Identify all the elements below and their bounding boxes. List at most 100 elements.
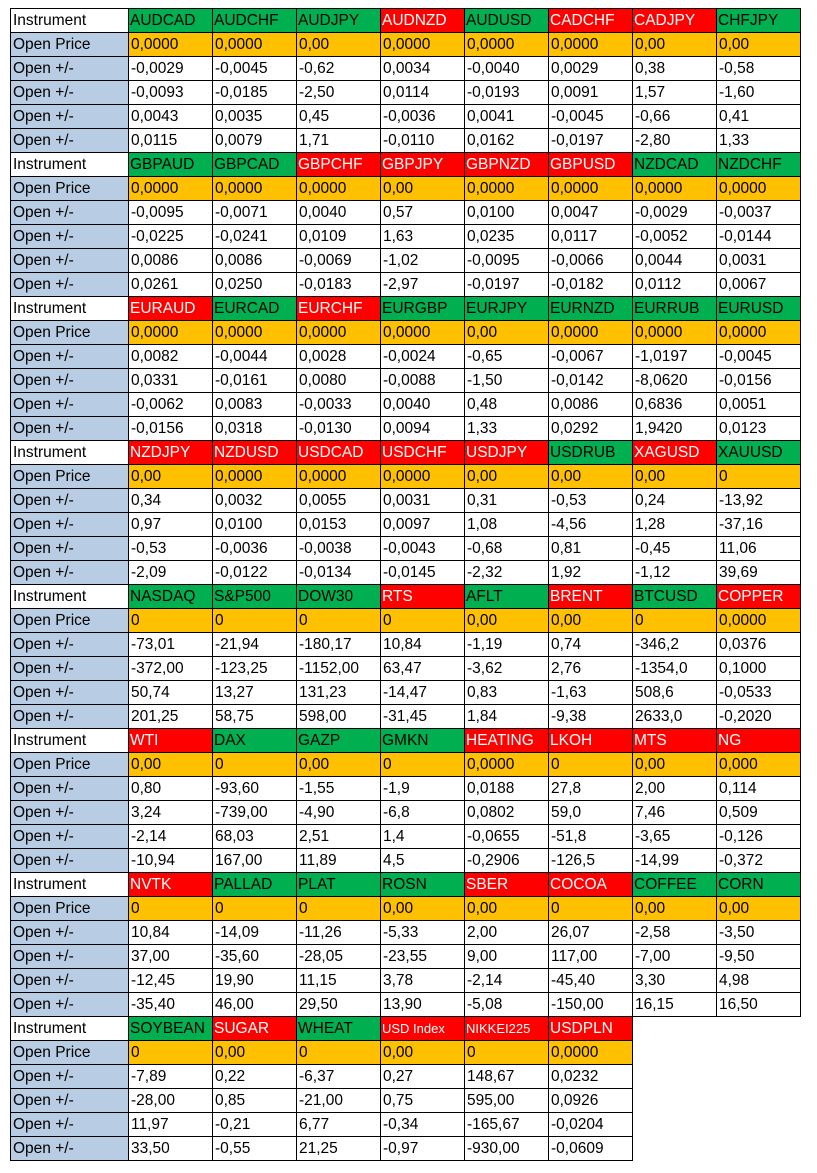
value-cell: -0,0609 bbox=[548, 1136, 633, 1161]
value-cell: 1,63 bbox=[380, 224, 465, 249]
value-cell: -5,08 bbox=[464, 992, 549, 1017]
instrument-cell: USDRUB bbox=[548, 440, 633, 465]
value-cell: 4,98 bbox=[716, 968, 801, 993]
value-cell: -0,0142 bbox=[548, 368, 633, 393]
value-cell: 1,57 bbox=[632, 80, 717, 105]
row-label: Open +/- bbox=[10, 656, 129, 681]
value-cell: 0,00 bbox=[632, 896, 717, 921]
value-cell: 1,84 bbox=[464, 704, 549, 729]
data-row: Open +/- 10,84 -14,09 -11,26 -5,33 2,00 26,07-… bbox=[10, 920, 801, 945]
value-cell: 0,00 bbox=[296, 32, 381, 57]
value-cell: 0,0000 bbox=[380, 32, 465, 57]
value-cell: -0,0130 bbox=[296, 416, 381, 441]
value-cell: 0,0802 bbox=[464, 800, 549, 825]
value-cell: 508,6 bbox=[632, 680, 717, 705]
data-row: Open +/- -372,00 -123,25 -1152,00 63,47 -3,62… bbox=[10, 656, 801, 681]
row-label: Open +/- bbox=[10, 800, 129, 825]
value-cell: -0,0062 bbox=[128, 392, 213, 417]
value-cell: -126,5 bbox=[548, 848, 633, 873]
value-cell: -73,01 bbox=[128, 632, 213, 657]
value-cell: 0,0031 bbox=[716, 248, 801, 273]
instrument-cell: EURJPY bbox=[464, 296, 549, 321]
instrument-cell: COPPER bbox=[716, 584, 801, 609]
value-cell: 0,00 bbox=[464, 608, 549, 633]
value-cell: 0,57 bbox=[380, 200, 465, 225]
row-label: Open +/- bbox=[10, 560, 129, 585]
value-cell: 1,92 bbox=[548, 560, 633, 585]
value-cell: -0,55 bbox=[212, 1136, 297, 1161]
value-cell: -0,0033 bbox=[296, 392, 381, 417]
value-cell: 0,0000 bbox=[548, 32, 633, 57]
header-label: Instrument bbox=[10, 296, 129, 321]
value-cell: 46,00 bbox=[212, 992, 297, 1017]
value-cell: 27,8 bbox=[548, 776, 633, 801]
instrument-cell: LKOH bbox=[548, 728, 633, 753]
instrument-cell: NZDUSD bbox=[212, 440, 297, 465]
value-cell: 167,00 bbox=[212, 848, 297, 873]
row-label: Open +/- bbox=[10, 104, 129, 129]
row-label: Open +/- bbox=[10, 1088, 129, 1113]
instrument-cell: XAGUSD bbox=[632, 440, 717, 465]
instrument-cell: USD Index bbox=[380, 1016, 465, 1041]
value-cell: -0,68 bbox=[464, 536, 549, 561]
row-label: Open +/- bbox=[10, 80, 129, 105]
value-cell: 0,00 bbox=[548, 464, 633, 489]
value-cell: 6,77 bbox=[296, 1112, 381, 1137]
row-label: Open Price bbox=[10, 32, 129, 57]
data-row: Open +/- 0,97 0,0100 0,0153 0,0097 1,08 -4,56 1… bbox=[10, 512, 801, 537]
instrument-cell: WHEAT bbox=[296, 1016, 381, 1041]
value-cell: 0,0055 bbox=[296, 488, 381, 513]
instrument-cell: GAZP bbox=[296, 728, 381, 753]
value-cell: -1152,00 bbox=[296, 656, 381, 681]
instrument-cell: BRENT bbox=[548, 584, 633, 609]
value-cell: 1,28 bbox=[632, 512, 717, 537]
instrument-cell: PALLAD bbox=[212, 872, 297, 897]
value-cell: 58,75 bbox=[212, 704, 297, 729]
header-label: Instrument bbox=[10, 584, 129, 609]
value-cell: 0,0153 bbox=[296, 512, 381, 537]
value-cell: -0,0241 bbox=[212, 224, 297, 249]
value-cell: 0,0115 bbox=[128, 128, 213, 153]
data-row: Open +/- 33,50 -0,55 21,25 -0,97 -930,00 -0,06… bbox=[10, 1136, 801, 1161]
data-row: Open +/- -7,89 0,22 -6,37 0,27 148,67 0,0232 bbox=[10, 1064, 801, 1089]
value-cell: 0 bbox=[716, 464, 801, 489]
value-cell: 0,0044 bbox=[632, 248, 717, 273]
value-cell: 0,00 bbox=[128, 464, 213, 489]
value-cell: -0,0037 bbox=[716, 200, 801, 225]
value-cell: 0,0086 bbox=[128, 248, 213, 273]
data-row: Open +/- -28,00 0,85 -21,00 0,75 595,00 0,0926 bbox=[10, 1088, 801, 1113]
instrument-cell: S&P500 bbox=[212, 584, 297, 609]
row-label: Open +/- bbox=[10, 824, 129, 849]
value-cell: 0,0000 bbox=[548, 1040, 633, 1065]
instrument-cell: XAUUSD bbox=[716, 440, 801, 465]
instrument-cell: RTS bbox=[380, 584, 465, 609]
value-cell: 2,76 bbox=[548, 656, 633, 681]
row-label: Open +/- bbox=[10, 272, 129, 297]
value-cell: 0,0031 bbox=[380, 488, 465, 513]
value-cell: -0,21 bbox=[212, 1112, 297, 1137]
value-cell: 0,0000 bbox=[464, 176, 549, 201]
value-cell: 7,46 bbox=[632, 800, 717, 825]
value-cell: 0,0029 bbox=[548, 56, 633, 81]
value-cell: -930,00 bbox=[464, 1136, 549, 1161]
value-cell: -0,0045 bbox=[548, 104, 633, 129]
value-cell: -0,0144 bbox=[716, 224, 801, 249]
value-cell: -0,0182 bbox=[548, 272, 633, 297]
value-cell: 0,0047 bbox=[548, 200, 633, 225]
value-cell: 0,0000 bbox=[296, 320, 381, 345]
value-cell: 11,06 bbox=[716, 536, 801, 561]
row-label: Open +/- bbox=[10, 848, 129, 873]
value-cell: 33,50 bbox=[128, 1136, 213, 1161]
data-row: Open +/- -0,0062 0,0083 -0,0033 0,0040 0,48 0,… bbox=[10, 392, 801, 417]
instrument-cell: AFLT bbox=[464, 584, 549, 609]
value-cell: 26,07 bbox=[548, 920, 633, 945]
value-cell: 0,38 bbox=[632, 56, 717, 81]
value-cell: 0,80 bbox=[128, 776, 213, 801]
instrument-cell: EURCAD bbox=[212, 296, 297, 321]
value-cell: -0,0225 bbox=[128, 224, 213, 249]
value-cell: -150,00 bbox=[548, 992, 633, 1017]
value-cell: -1,50 bbox=[464, 368, 549, 393]
value-cell: -0,0067 bbox=[548, 344, 633, 369]
value-cell: 0,000 bbox=[716, 752, 801, 777]
value-cell: 0,0086 bbox=[548, 392, 633, 417]
